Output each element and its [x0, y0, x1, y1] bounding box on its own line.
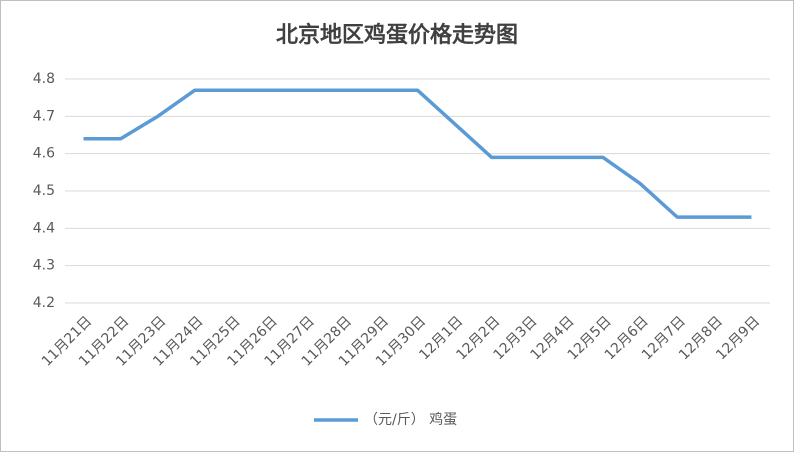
- data-line: [83, 88, 752, 219]
- y-tick-label: 4.5: [33, 183, 55, 199]
- y-tick-label: 4.3: [33, 258, 55, 274]
- y-tick-label: 4.8: [33, 71, 55, 87]
- legend-label: （元/斤） 鸡蛋: [364, 411, 457, 428]
- chart-title: 北京地区鸡蛋价格走势图: [276, 22, 518, 48]
- y-tick-label: 4.4: [33, 220, 55, 236]
- y-tick-label: 4.7: [33, 108, 55, 124]
- y-tick-label: 4.2: [33, 295, 55, 311]
- y-tick-label: 4.6: [33, 146, 55, 162]
